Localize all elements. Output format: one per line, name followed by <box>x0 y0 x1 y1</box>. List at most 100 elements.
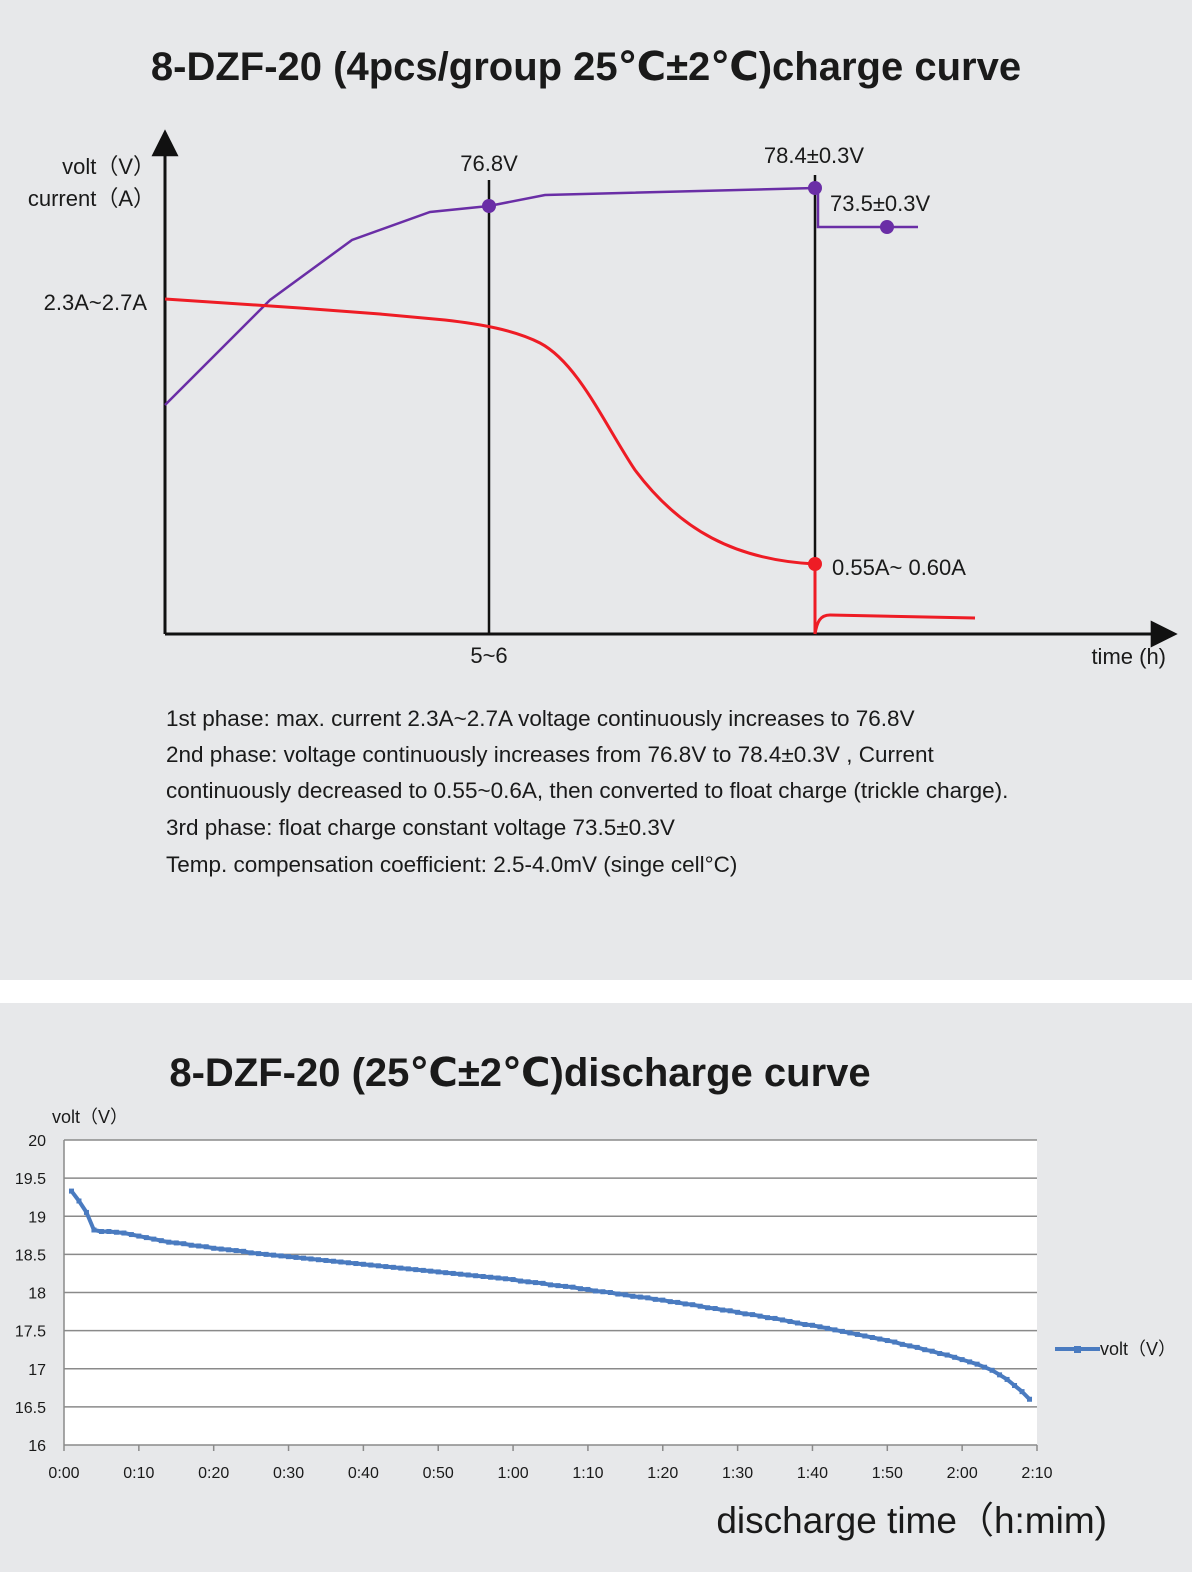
discharge-data-point <box>742 1311 748 1317</box>
discharge-data-point <box>929 1348 935 1354</box>
discharge-xtick-label: 1:00 <box>498 1465 529 1482</box>
discharge-xtick-label: 2:00 <box>947 1465 978 1482</box>
discharge-data-point <box>128 1232 134 1238</box>
voltage-curve <box>164 186 918 406</box>
discharge-xlabel: discharge time（h:mim) <box>716 1500 1107 1541</box>
discharge-data-point <box>712 1306 718 1312</box>
annotation-76-8v: 76.8V <box>460 151 518 176</box>
discharge-data-point <box>562 1283 568 1289</box>
discharge-data-point <box>1004 1376 1010 1382</box>
discharge-data-point <box>787 1318 793 1324</box>
discharge-data-point <box>91 1227 97 1233</box>
discharge-data-point <box>256 1251 262 1257</box>
discharge-data-point <box>570 1284 576 1290</box>
discharge-data-point <box>420 1267 426 1273</box>
discharge-data-point <box>907 1343 913 1349</box>
discharge-data-point <box>151 1236 157 1242</box>
discharge-data-point <box>83 1209 89 1215</box>
discharge-data-point <box>398 1265 404 1271</box>
discharge-data-point <box>922 1347 928 1353</box>
discharge-ytick-label: 17.5 <box>15 1324 46 1341</box>
annotation-0-55a: 0.55A~ 0.60A <box>832 555 966 580</box>
discharge-data-point <box>480 1273 486 1279</box>
discharge-data-point <box>435 1269 441 1275</box>
discharge-data-point <box>914 1344 920 1350</box>
note-phase-2b: continuously decreased to 0.55~0.6A, the… <box>166 778 1009 803</box>
discharge-data-point <box>525 1279 531 1285</box>
discharge-data-point <box>607 1290 613 1295</box>
discharge-data-point <box>892 1339 898 1345</box>
discharge-data-point <box>592 1288 598 1294</box>
discharge-data-point <box>465 1272 471 1278</box>
discharge-data-point <box>413 1267 419 1273</box>
discharge-data-point <box>780 1317 786 1323</box>
discharge-data-point <box>794 1320 800 1326</box>
discharge-ytick-label: 18.5 <box>15 1247 46 1264</box>
discharge-data-point <box>510 1277 516 1283</box>
discharge-data-point <box>720 1307 726 1313</box>
discharge-data-point <box>802 1322 808 1328</box>
charge-xlabel: time (h) <box>1091 644 1166 669</box>
discharge-data-point <box>952 1354 958 1360</box>
discharge-data-point <box>750 1312 756 1318</box>
discharge-data-point <box>458 1271 464 1277</box>
charge-ylabel-current: current（A） <box>28 186 155 211</box>
discharge-data-point <box>967 1359 973 1365</box>
discharge-data-point <box>1019 1389 1025 1395</box>
discharge-data-point <box>158 1238 164 1244</box>
charge-chart-panel: 8-DZF-20 (4pcs/group 25℃±2℃)charge curve… <box>0 0 1192 980</box>
discharge-data-point <box>989 1367 995 1373</box>
discharge-data-point <box>338 1259 344 1265</box>
discharge-data-point <box>727 1308 733 1314</box>
discharge-data-point <box>817 1324 823 1330</box>
discharge-xtick-label: 2:10 <box>1021 1465 1052 1482</box>
discharge-data-point <box>495 1275 501 1281</box>
discharge-data-point <box>548 1282 553 1288</box>
discharge-chart-plot: 16 16.5 17 17.5 18 18.5 19 19.5 20 0:00 0:10 0:20 0… <box>15 1107 1176 1541</box>
discharge-data-point <box>645 1295 651 1301</box>
discharge-legend: volt（V） <box>1055 1339 1176 1359</box>
charge-ytick-current: 2.3A~2.7A <box>44 290 148 315</box>
discharge-data-point <box>1027 1396 1033 1402</box>
discharge-data-point <box>959 1357 965 1363</box>
discharge-data-point <box>188 1242 194 1248</box>
current-curve <box>164 297 976 635</box>
point-0-55a <box>808 557 822 571</box>
point-78-4v <box>808 181 822 195</box>
discharge-data-point <box>839 1328 845 1334</box>
discharge-data-point <box>143 1235 149 1241</box>
discharge-data-point <box>203 1244 209 1250</box>
discharge-data-point <box>353 1261 359 1267</box>
discharge-data-point <box>315 1257 321 1263</box>
discharge-data-point <box>405 1266 411 1272</box>
discharge-data-point <box>997 1372 1003 1378</box>
discharge-data-point <box>360 1261 366 1267</box>
discharge-data-point <box>652 1296 658 1302</box>
discharge-data-point <box>937 1351 943 1356</box>
discharge-data-point <box>323 1257 329 1263</box>
discharge-data-point <box>136 1233 142 1239</box>
discharge-data-point <box>368 1262 374 1268</box>
discharge-data-point <box>622 1292 628 1298</box>
discharge-data-point <box>113 1229 119 1235</box>
note-phase-1: 1st phase: max. current 2.3A~2.7A voltag… <box>166 706 915 731</box>
point-73-5v <box>880 220 894 234</box>
charge-chart-plot: volt（V） current（A） 2.3A~2.7A 5~6 time (h… <box>28 129 1178 669</box>
discharge-ytick-label: 16 <box>28 1438 46 1455</box>
discharge-data-point <box>533 1280 539 1286</box>
discharge-xtick-label: 0:50 <box>423 1465 454 1482</box>
note-phase-3: 3rd phase: float charge constant voltage… <box>166 815 675 840</box>
discharge-data-point <box>637 1294 643 1300</box>
discharge-xtick-label: 0:00 <box>48 1465 79 1482</box>
discharge-data-point <box>682 1301 688 1307</box>
discharge-data-point <box>271 1252 277 1258</box>
discharge-data-point <box>824 1325 830 1331</box>
discharge-data-point <box>383 1264 389 1270</box>
discharge-xtick-label: 0:10 <box>123 1465 154 1482</box>
discharge-data-point <box>226 1247 232 1253</box>
discharge-data-point <box>218 1246 224 1252</box>
charge-chart-title: 8-DZF-20 (4pcs/group 25℃±2℃)charge curve <box>150 45 1022 89</box>
charge-phase-notes: 1st phase: max. current 2.3A~2.7A voltag… <box>166 700 1156 883</box>
annotation-78-4v: 78.4±0.3V <box>764 143 864 168</box>
discharge-data-point <box>832 1327 838 1333</box>
